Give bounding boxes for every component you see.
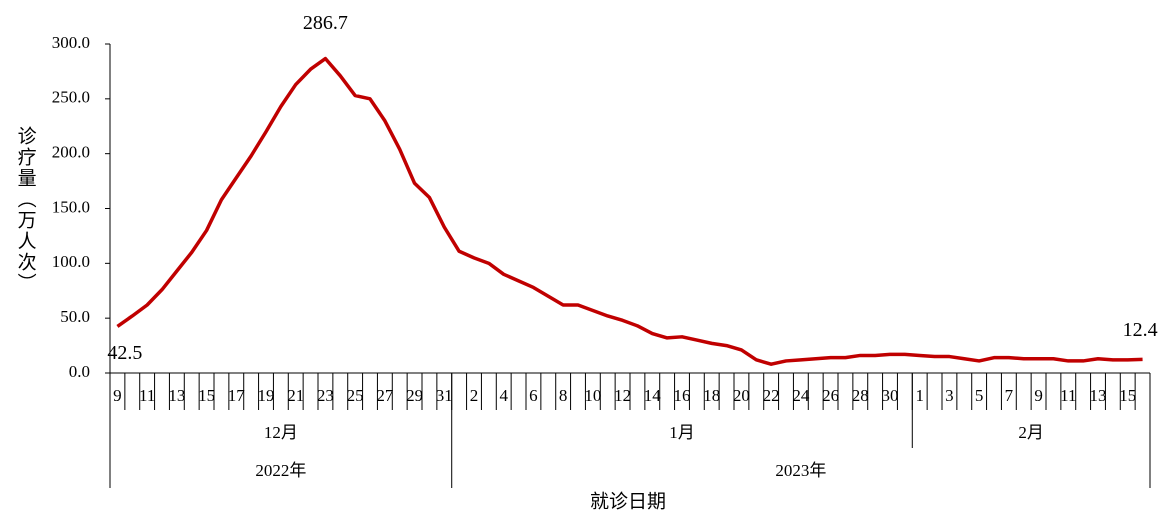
y-tick-label: 100.0 (52, 252, 90, 271)
x-tick-label: 23 (317, 386, 334, 405)
x-tick-label: 9 (1034, 386, 1043, 405)
x-tick-label: 12 (614, 386, 631, 405)
x-tick-label: 8 (559, 386, 568, 405)
x-tick-label: 14 (644, 386, 662, 405)
x-tick-label: 31 (436, 386, 453, 405)
x-tick-label: 25 (347, 386, 364, 405)
x-tick-label: 15 (1119, 386, 1136, 405)
y-tick-label: 0.0 (69, 362, 90, 381)
x-tick-label: 13 (168, 386, 185, 405)
x-tick-label: 11 (1060, 386, 1076, 405)
x-tick-label: 13 (1090, 386, 1107, 405)
x-tick-label: 30 (882, 386, 899, 405)
year-label: 2023年 (775, 461, 826, 480)
x-tick-label: 15 (198, 386, 215, 405)
data-line (116, 56, 1143, 366)
y-tick-label: 200.0 (52, 143, 90, 162)
x-tick-label: 21 (287, 386, 304, 405)
x-tick-label: 5 (975, 386, 984, 405)
y-tick-label: 50.0 (60, 307, 90, 326)
x-tick-label: 4 (499, 386, 508, 405)
x-tick-label: 9 (113, 386, 122, 405)
x-tick-label: 20 (733, 386, 750, 405)
y-tick-label: 150.0 (52, 197, 90, 216)
x-tick-label: 19 (258, 386, 275, 405)
x-tick-label: 29 (406, 386, 423, 405)
x-tick-label: 16 (674, 386, 691, 405)
x-tick-label: 11 (139, 386, 155, 405)
data-label: 42.5 (107, 342, 142, 364)
year-label: 2022年 (255, 461, 306, 480)
x-tick-label: 28 (852, 386, 869, 405)
x-axis-label: 就诊日期 (590, 490, 666, 512)
x-tick-label: 6 (529, 386, 538, 405)
data-label: 286.7 (303, 12, 348, 34)
x-tick-label: 10 (584, 386, 601, 405)
y-axis-label: 诊疗量（万人次） (15, 126, 37, 294)
x-tick-label: 22 (763, 386, 780, 405)
x-tick-label: 7 (1005, 386, 1014, 405)
x-tick-label: 18 (703, 386, 720, 405)
x-tick-label: 26 (822, 386, 839, 405)
x-tick-label: 17 (228, 386, 246, 405)
y-tick-label: 300.0 (52, 33, 90, 52)
data-label: 12.4 (1123, 319, 1158, 341)
month-label: 1月 (669, 423, 695, 442)
month-label: 2月 (1018, 423, 1044, 442)
x-tick-label: 3 (945, 386, 954, 405)
x-tick-label: 1 (915, 386, 924, 405)
x-tick-label: 2 (470, 386, 479, 405)
y-tick-label: 250.0 (52, 88, 90, 107)
x-tick-label: 24 (792, 386, 810, 405)
x-tick-label: 27 (376, 386, 394, 405)
month-label: 12月 (264, 423, 298, 442)
